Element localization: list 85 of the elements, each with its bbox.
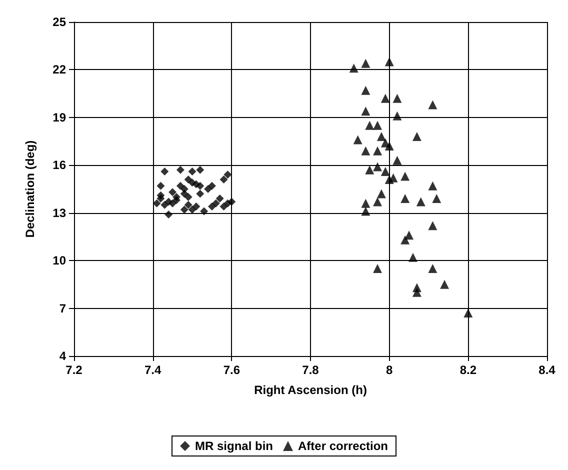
point [180, 206, 188, 214]
point [176, 166, 184, 174]
point [228, 198, 236, 206]
point [380, 167, 390, 176]
point [184, 192, 192, 201]
point [220, 175, 228, 184]
point [361, 206, 370, 216]
y-tick-label: 25 [52, 15, 66, 29]
point [400, 235, 410, 244]
x-tick-label: 8 [386, 363, 393, 377]
point [152, 199, 161, 208]
y-tick-label: 10 [52, 254, 66, 268]
point [196, 166, 204, 174]
y-tick-label: 7 [59, 301, 66, 316]
point [365, 120, 374, 130]
point [361, 146, 370, 156]
point [428, 181, 438, 190]
point [349, 64, 358, 73]
point [408, 252, 418, 262]
point [164, 210, 173, 218]
point [412, 132, 422, 142]
point [168, 188, 177, 196]
x-tick-label: 8.4 [538, 363, 556, 377]
point [353, 135, 362, 144]
x-tick-label: 7.2 [66, 363, 83, 377]
y-tick-label: 22 [52, 62, 66, 77]
point [160, 168, 169, 176]
y-tick-label: 19 [52, 110, 66, 124]
point [464, 308, 473, 318]
point [428, 264, 438, 274]
x-tick-label: 8.2 [460, 363, 477, 377]
point [380, 94, 390, 103]
point [404, 230, 414, 240]
point [212, 199, 220, 208]
point [172, 196, 180, 204]
point [400, 194, 410, 204]
point [412, 288, 422, 297]
point [373, 120, 382, 130]
point [216, 194, 224, 203]
point [373, 197, 382, 206]
legend-label: After correction [298, 439, 388, 453]
point [361, 58, 370, 68]
point [384, 57, 394, 66]
point [373, 162, 382, 172]
point [365, 165, 374, 174]
point [432, 194, 442, 204]
point [184, 200, 192, 209]
point [196, 190, 204, 198]
point [208, 202, 216, 210]
point [361, 198, 370, 208]
y-tick-label: 4 [59, 349, 66, 363]
x-tick-label: 7.8 [302, 363, 320, 377]
point [416, 197, 426, 206]
point [392, 111, 402, 120]
y-tick-label: 13 [52, 206, 66, 220]
point [361, 86, 370, 95]
point [376, 132, 386, 142]
x-tick-label: 7.6 [223, 363, 240, 377]
point [156, 182, 165, 190]
point [376, 189, 386, 198]
point [428, 221, 438, 230]
point [373, 264, 382, 274]
point [361, 106, 370, 116]
point [400, 172, 410, 181]
point [392, 156, 402, 165]
x-tick-label: 7.4 [144, 363, 162, 377]
y-tick-label: 16 [52, 158, 66, 172]
y-axis-title: Declination (deg) [23, 140, 37, 238]
point [388, 173, 398, 182]
x-axis-title: Right Ascension (h) [254, 383, 367, 397]
point [440, 280, 450, 289]
point [428, 100, 438, 110]
point [192, 202, 200, 210]
point [392, 94, 402, 103]
point [196, 182, 204, 190]
point [180, 185, 188, 193]
point [200, 207, 208, 216]
point [373, 146, 382, 156]
point [156, 194, 165, 203]
point [224, 170, 232, 179]
point [188, 168, 196, 176]
point [208, 182, 216, 190]
legend-label: MR signal bin [194, 439, 273, 453]
point [384, 142, 394, 151]
point [220, 202, 228, 210]
